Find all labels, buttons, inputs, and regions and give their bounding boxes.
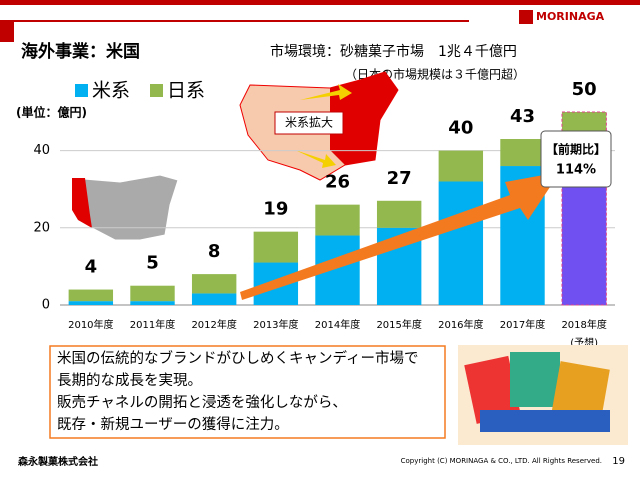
growth-box (540, 130, 612, 188)
x-tick-label: 2012年度 (191, 318, 236, 331)
total-label: 50 (572, 79, 597, 100)
arrow (295, 150, 336, 168)
product-image (458, 345, 628, 445)
growth-arrow (240, 172, 560, 300)
total-label: 43 (510, 106, 535, 127)
unit-label: (単位：億円) (16, 105, 87, 120)
body-line: 米国の伝統的なブランドがひしめくキャンディー市場で (57, 349, 418, 367)
y-tick-label: 20 (33, 220, 50, 235)
y-tick-label: 40 (33, 143, 50, 158)
total-label: 4 (85, 257, 98, 278)
arrow (300, 84, 352, 100)
x-tick-label: 2016年度 (438, 318, 483, 331)
bar (130, 301, 175, 305)
bar (561, 112, 607, 132)
legend-swatch (75, 84, 88, 97)
title: 海外事業：米国 (21, 41, 140, 62)
x-tick-label: 2011年度 (130, 318, 175, 331)
bar (376, 200, 422, 228)
forecast-outline (561, 111, 607, 306)
body-line: 長期的な成長を実現。 (57, 372, 202, 389)
growth-value: 114% (556, 163, 596, 178)
body-line: 既存・新規ユーザーの獲得に注力。 (57, 416, 289, 433)
growth-title: 【前期比】 (546, 142, 606, 157)
market-note: （日本の市場規模は３千億円超） (345, 67, 525, 82)
x-tick-label: 2015年度 (376, 318, 421, 331)
legend-label: 日系 (167, 80, 205, 102)
total-label: 27 (387, 168, 412, 189)
bar (68, 289, 114, 302)
top-bar (0, 0, 640, 5)
legend-swatch (150, 84, 163, 97)
x-tick-label: 2018年度 (561, 318, 606, 331)
total-label: 26 (325, 172, 350, 193)
logo-mark (519, 10, 533, 24)
total-label: 8 (208, 241, 221, 262)
bar (315, 204, 360, 236)
total-label: 19 (263, 199, 288, 220)
company: 森永製菓株式会社 (17, 455, 98, 468)
x-tick-label: 2013年度 (253, 318, 298, 331)
bar (130, 285, 175, 302)
legend-label: 米系 (92, 80, 130, 102)
body-line: 販売チャネルの開拓と浸透を強化しながら、 (57, 394, 347, 411)
body-box (49, 345, 446, 439)
market: 市場環境：砂糖菓子市場 1兆４千億円 (270, 43, 517, 60)
total-label: 5 (146, 253, 159, 274)
map-label: 米系拡大 (285, 116, 333, 130)
bar (191, 274, 237, 294)
bar (68, 301, 114, 305)
brand: MORINAGA (536, 10, 605, 23)
bar (438, 181, 484, 305)
title-marker (0, 20, 14, 42)
total-label: 40 (448, 118, 473, 139)
bar (438, 150, 484, 182)
bar (191, 293, 237, 305)
x-tick-label: 2010年度 (68, 318, 113, 331)
x-tick-label: 2014年度 (315, 318, 360, 331)
page-number: 19 (612, 456, 625, 467)
y-tick-label: 0 (42, 298, 50, 313)
bar (500, 139, 545, 167)
title-rule (14, 20, 469, 22)
us-map-small (71, 174, 179, 241)
copyright: Copyright (C) MORINAGA & CO., LTD. All R… (401, 457, 602, 465)
bar (253, 231, 299, 263)
map-label-box (274, 111, 344, 135)
x-tick-label: 2017年度 (500, 318, 545, 331)
